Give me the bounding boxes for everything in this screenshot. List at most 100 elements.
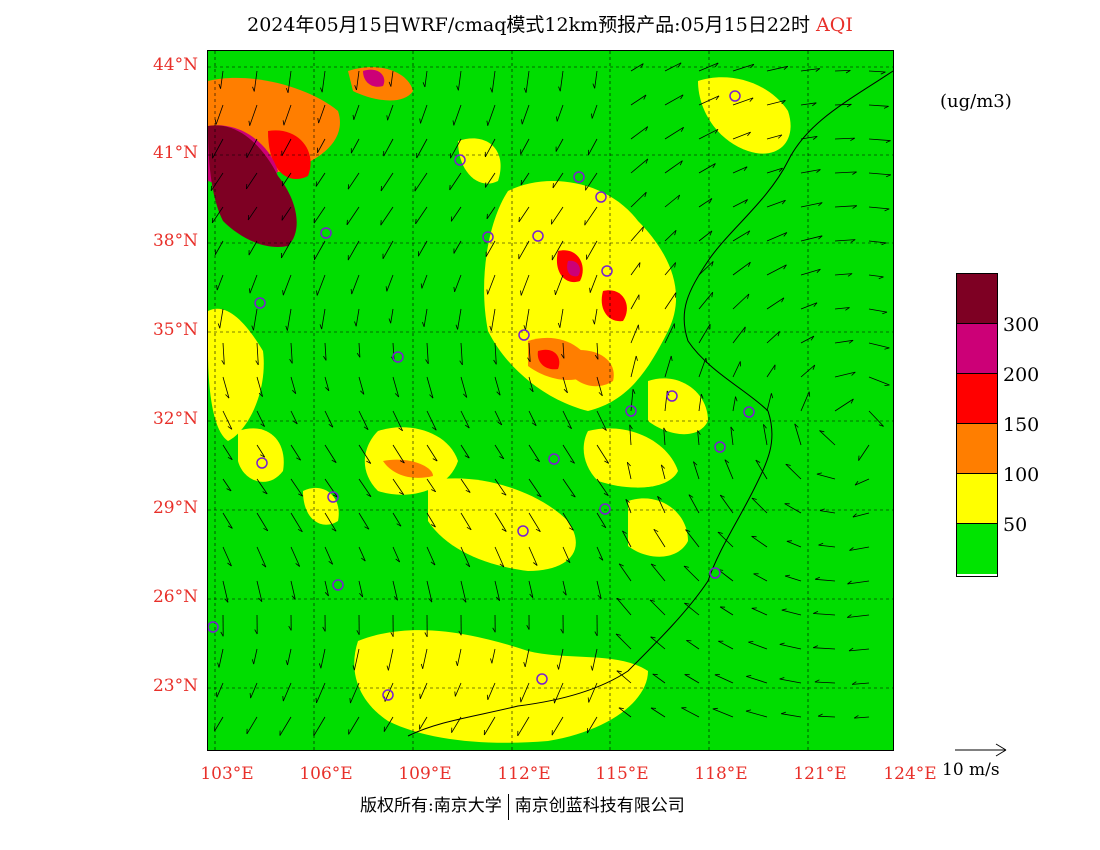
wind-arrow xyxy=(383,138,394,157)
aqi-map[interactable] xyxy=(207,50,894,751)
wind-arrow-head xyxy=(846,103,852,108)
wind-arrow xyxy=(596,580,602,599)
aqi-50-100-areas xyxy=(208,77,791,743)
wind-arrow-head xyxy=(490,658,493,664)
wind-arrow xyxy=(562,478,576,498)
wind-arrow-head xyxy=(553,698,555,704)
wind-arrow xyxy=(460,376,468,398)
wind-arrow xyxy=(562,580,567,596)
wind-arrow xyxy=(287,308,292,331)
wind-arrow-head xyxy=(785,574,791,577)
wind-arrow xyxy=(834,205,857,208)
wind-arrow-head xyxy=(285,325,288,331)
wind-arrow-head xyxy=(885,140,891,143)
wind-arrow-head xyxy=(430,524,436,528)
station-marker xyxy=(709,567,721,579)
wind-arrow-head xyxy=(297,528,303,533)
wind-arrow-head xyxy=(712,707,718,710)
wind-arrow-head xyxy=(260,454,265,458)
wind-arrow-head xyxy=(810,335,815,341)
wind-arrow xyxy=(834,307,850,310)
wind-arrow-head xyxy=(501,492,507,496)
wind-arrow xyxy=(745,710,768,718)
wind-arrow xyxy=(698,261,714,276)
wind-arrow-head xyxy=(456,85,459,91)
wind-arrow-head xyxy=(602,427,607,431)
wind-arrow xyxy=(282,682,292,702)
wind-arrow-head xyxy=(486,120,489,126)
wind-arrow xyxy=(528,546,538,566)
wind-arrow-head xyxy=(592,83,596,89)
wind-arrow xyxy=(246,716,258,735)
wind-arrow-head xyxy=(849,547,854,551)
wind-arrow-head xyxy=(816,268,821,273)
wind-arrow-head xyxy=(650,636,656,639)
wind-arrow xyxy=(218,648,224,668)
wind-arrow xyxy=(732,199,748,208)
wind-arrow xyxy=(247,206,258,221)
wind-arrow xyxy=(390,308,394,324)
station-marker xyxy=(714,441,726,453)
wind-arrow-head xyxy=(705,357,708,363)
wind-arrow-head xyxy=(221,360,225,365)
wind-arrow xyxy=(358,512,370,530)
wind-arrow xyxy=(384,682,394,702)
wind-arrow xyxy=(321,70,326,93)
wind-arrow xyxy=(358,546,366,562)
wind-arrow xyxy=(724,459,734,480)
wind-arrow-head xyxy=(249,288,251,294)
wind-arrow xyxy=(852,512,870,518)
wind-arrow xyxy=(717,531,734,548)
wind-arrow xyxy=(222,512,233,529)
wind-arrow xyxy=(630,294,640,310)
wind-arrow xyxy=(528,342,531,362)
wind-arrow xyxy=(355,308,360,327)
wind-arrow-head xyxy=(288,625,292,631)
wind-arrow xyxy=(751,497,768,514)
wind-arrow xyxy=(858,444,870,461)
wind-arrow-head xyxy=(813,302,818,307)
station-marker xyxy=(482,231,494,243)
station-marker xyxy=(666,390,678,402)
wind-arrow-head xyxy=(289,358,293,364)
wind-arrow xyxy=(684,674,700,684)
legend-swatch xyxy=(957,374,997,424)
wind-arrow-head xyxy=(674,230,677,236)
wind-arrow xyxy=(494,512,507,532)
wind-arrow xyxy=(320,648,326,669)
wind-arrow xyxy=(424,70,428,88)
wind-arrow-head xyxy=(743,166,748,171)
wind-arrow xyxy=(630,63,644,72)
wind-arrow-head xyxy=(783,264,787,270)
wind-arrow-head xyxy=(536,494,542,498)
wind-arrow xyxy=(618,563,632,582)
wind-arrow xyxy=(210,172,224,192)
wind-arrow xyxy=(698,393,702,412)
wind-arrow-head xyxy=(781,711,787,715)
wind-arrow-head xyxy=(227,525,233,529)
wind-arrow xyxy=(253,308,258,331)
wind-arrow-head xyxy=(567,425,572,430)
wind-arrow-head xyxy=(884,347,890,350)
wind-arrow xyxy=(418,240,428,257)
wind-arrow xyxy=(730,426,734,446)
wind-arrow xyxy=(596,342,599,360)
wind-arrow xyxy=(732,261,751,276)
wind-arrow-head xyxy=(679,160,683,166)
wind-arrow-head xyxy=(618,707,624,709)
wind-arrow xyxy=(630,262,641,276)
wind-arrow xyxy=(852,682,870,685)
lat-label: 29°N xyxy=(152,498,198,518)
wind-arrow xyxy=(450,206,462,222)
wind-arrow-head xyxy=(645,158,649,164)
station-marker xyxy=(327,491,339,503)
wind-arrow xyxy=(517,716,530,737)
wind-arrow xyxy=(256,444,266,458)
wind-arrow xyxy=(653,529,666,548)
wind-arrow xyxy=(520,172,530,186)
wind-arrow-head xyxy=(554,289,556,295)
wind-arrow xyxy=(551,206,564,225)
wind-arrow xyxy=(712,708,734,718)
wind-arrow xyxy=(211,206,224,224)
wind-arrow xyxy=(422,648,428,669)
